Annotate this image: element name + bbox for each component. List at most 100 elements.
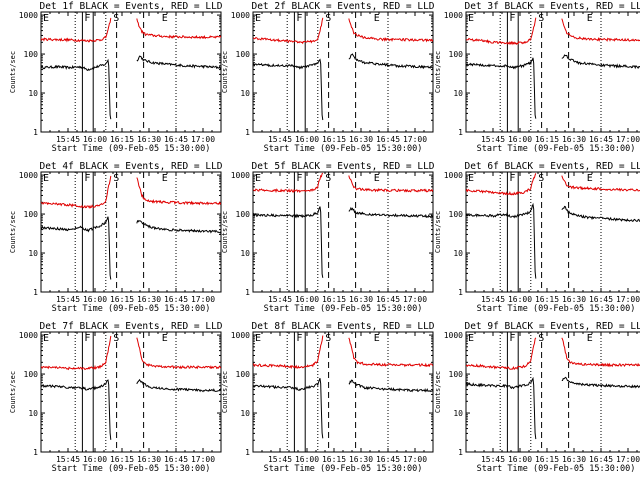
y-tick-label: 1 <box>33 128 38 137</box>
segment-marker: S <box>325 173 331 184</box>
y-tick-label: 1000 <box>444 331 463 340</box>
x-tick-label: 16:00 <box>295 455 319 464</box>
series-events-line <box>466 202 640 279</box>
series-lld-line <box>41 175 221 209</box>
y-tick-label: 10 <box>28 409 38 418</box>
y-tick-label: 1 <box>33 288 38 297</box>
segment-marker: E <box>374 173 380 184</box>
y-tick-label: 1000 <box>19 331 38 340</box>
segment-marker: F <box>84 333 90 344</box>
plot-frame <box>465 331 640 453</box>
segment-marker: E <box>374 333 380 344</box>
panel-det-3: Det 3f BLACK = Events, RED = LLD 1 10 100 10… <box>434 1 640 154</box>
x-tick-label: 16:00 <box>295 135 319 144</box>
x-tick-label: 16:15 <box>110 135 134 144</box>
segment-marker: E <box>587 333 593 344</box>
segment-marker: S <box>113 13 119 24</box>
segment-marker: E <box>468 333 474 344</box>
panel-title: Det 4f BLACK = Events, RED = LLD <box>39 161 222 172</box>
x-tick-label: 16:15 <box>535 135 559 144</box>
x-tick-label: 16:45 <box>589 455 613 464</box>
series-lld-line <box>253 335 433 370</box>
x-tick-label: 15:45 <box>56 455 80 464</box>
y-tick-label: 100 <box>236 210 251 219</box>
plot-frame <box>40 11 222 133</box>
x-tick-label: 16:00 <box>83 135 107 144</box>
y-tick-label: 100 <box>24 210 39 219</box>
panel-title: Det 2f BLACK = Events, RED = LLD <box>251 1 434 12</box>
segment-marker: E <box>43 333 49 344</box>
x-tick-label: 16:45 <box>376 135 400 144</box>
y-tick-label: 10 <box>240 409 250 418</box>
x-tick-label: 16:15 <box>322 295 346 304</box>
plot-frame <box>252 331 434 453</box>
x-tick-label: 15:45 <box>481 135 505 144</box>
x-tick-label: 16:15 <box>535 455 559 464</box>
x-axis-label: Start Time (09-Feb-05 15:30:00) <box>264 144 423 154</box>
segment-marker: S <box>325 333 331 344</box>
y-tick-label: 10 <box>240 89 250 98</box>
y-axis-label: Counts/sec <box>434 211 442 253</box>
y-tick-label: 10 <box>453 409 463 418</box>
x-tick-label: 15:45 <box>481 455 505 464</box>
segment-marker: S <box>538 173 544 184</box>
panel-det-4: Det 4f BLACK = Events, RED = LLD 1 10 100 10… <box>9 161 223 314</box>
y-axis-label: Counts/sec <box>221 211 229 253</box>
y-tick-label: 1 <box>245 288 250 297</box>
segment-marker: F <box>296 173 302 184</box>
x-tick-label: 16:15 <box>535 295 559 304</box>
x-tick-label: 15:45 <box>481 295 505 304</box>
x-tick-label: 16:30 <box>137 455 161 464</box>
segment-marker: F <box>509 13 515 24</box>
y-tick-label: 100 <box>236 50 251 59</box>
series-events-line <box>41 216 221 280</box>
y-tick-label: 10 <box>28 249 38 258</box>
series-events-line <box>253 378 433 439</box>
segment-marker: F <box>509 333 515 344</box>
y-tick-label: 100 <box>236 370 251 379</box>
panel-det-2: Det 2f BLACK = Events, RED = LLD 1 10 100 10… <box>221 1 435 154</box>
x-tick-label: 16:45 <box>164 295 188 304</box>
plot-frame <box>40 331 222 453</box>
segment-marker: E <box>43 13 49 24</box>
x-axis-label: Start Time (09-Feb-05 15:30:00) <box>264 464 423 474</box>
x-axis-label: Start Time (09-Feb-05 15:30:00) <box>52 304 211 314</box>
panel-title: Det 7f BLACK = Events, RED = LLD <box>39 321 222 332</box>
y-tick-label: 1000 <box>444 171 463 180</box>
y-tick-label: 10 <box>28 89 38 98</box>
x-tick-label: 16:15 <box>110 455 134 464</box>
y-tick-label: 10 <box>453 89 463 98</box>
x-tick-label: 16:15 <box>322 135 346 144</box>
y-tick-label: 1 <box>245 128 250 137</box>
x-tick-label: 16:45 <box>589 135 613 144</box>
panel-title: Det 1f BLACK = Events, RED = LLD <box>39 1 222 12</box>
x-tick-label: 16:00 <box>295 295 319 304</box>
y-tick-label: 1000 <box>231 11 250 20</box>
x-axis-label: Start Time (09-Feb-05 15:30:00) <box>52 144 211 154</box>
y-axis-label: Counts/sec <box>9 371 17 413</box>
x-tick-label: 16:30 <box>137 135 161 144</box>
plot-frame <box>252 11 434 133</box>
x-tick-label: 16:00 <box>83 295 107 304</box>
panel-det-9: Det 9f BLACK = Events, RED = LLD 1 10 100 10… <box>434 321 640 474</box>
series-events-line <box>41 55 221 120</box>
segment-marker: E <box>162 333 168 344</box>
segment-marker: S <box>113 333 119 344</box>
segment-marker: F <box>509 173 515 184</box>
x-tick-label: 15:45 <box>268 135 292 144</box>
panel-title: Det 8f BLACK = Events, RED = LLD <box>251 321 434 332</box>
panel-det-7: Det 7f BLACK = Events, RED = LLD 1 10 100 10… <box>9 321 223 474</box>
x-tick-label: 16:30 <box>349 455 373 464</box>
x-tick-label: 15:45 <box>56 295 80 304</box>
y-axis-label: Counts/sec <box>9 51 17 93</box>
y-tick-label: 100 <box>24 50 39 59</box>
segment-marker: E <box>162 173 168 184</box>
x-tick-label: 17:00 <box>403 295 427 304</box>
y-tick-label: 100 <box>449 370 464 379</box>
series-lld-line <box>41 335 221 371</box>
y-tick-label: 1000 <box>231 171 250 180</box>
x-tick-label: 16:30 <box>562 135 586 144</box>
segment-marker: S <box>113 173 119 184</box>
x-axis-label: Start Time (09-Feb-05 15:30:00) <box>477 144 636 154</box>
x-tick-label: 16:45 <box>164 135 188 144</box>
